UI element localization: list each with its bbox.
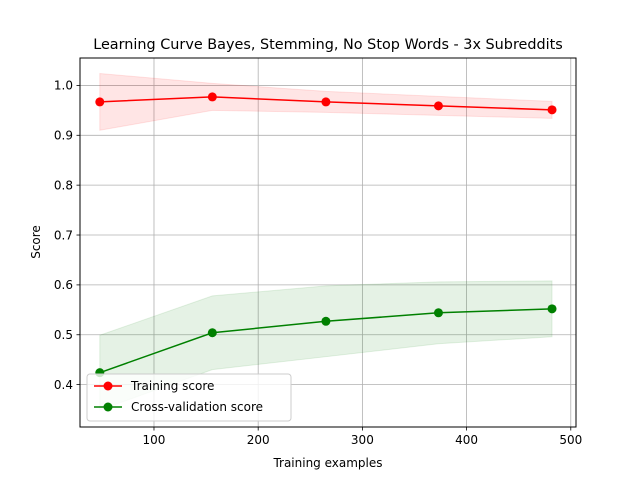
y-tick-label: 0.9 (54, 129, 73, 143)
y-tick-label: 0.4 (54, 378, 73, 392)
data-point-cv (433, 308, 443, 318)
x-axis-label: Training examples (272, 456, 382, 470)
plot-frame (79, 57, 577, 428)
y-tick-label: 0.5 (54, 328, 73, 342)
y-axis-label: Score (29, 225, 43, 259)
legend-marker-cv (103, 402, 113, 412)
data-point-cv (321, 316, 331, 326)
legend-box (86, 373, 292, 422)
data-point-cv (207, 328, 217, 338)
x-tick-label: 300 (351, 433, 374, 447)
band-layer (99, 72, 553, 411)
data-point-training (433, 101, 443, 111)
data-point-training (321, 97, 331, 107)
y-tick-label: 0.7 (54, 228, 73, 242)
legend: Training score Cross-validation score (86, 373, 292, 422)
data-point-cv (547, 304, 557, 314)
line-layer (95, 92, 557, 378)
data-point-training (207, 92, 217, 102)
x-tick-label: 400 (455, 433, 478, 447)
x-tick-label: 500 (559, 433, 582, 447)
y-tick-label: 0.6 (54, 278, 73, 292)
y-tick-label: 1.0 (54, 79, 73, 93)
legend-label-training: Training score (130, 379, 214, 393)
x-tick-label: 200 (247, 433, 270, 447)
x-tick-label: 100 (143, 433, 166, 447)
chart-title: Learning Curve Bayes, Stemming, No Stop … (93, 37, 563, 53)
tick-layer: 100 200 300 400 500 0.4 0.5 0.6 0.7 0.8 0.9 1.0 (54, 79, 582, 447)
data-point-training (547, 105, 557, 115)
data-point-training (95, 97, 105, 107)
legend-label-cv: Cross-validation score (131, 400, 263, 414)
legend-marker-training (103, 381, 113, 391)
y-tick-label: 0.8 (54, 178, 73, 192)
